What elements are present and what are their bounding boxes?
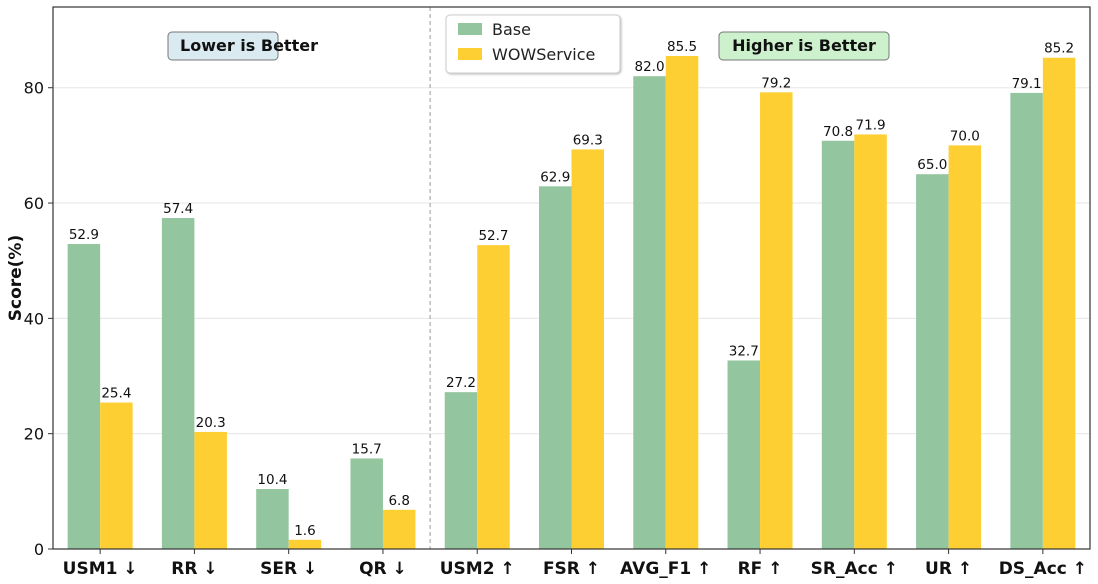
x-tick-label: USM2 ↑ [440, 559, 515, 579]
data-label: 52.7 [478, 228, 508, 244]
data-label: 1.6 [294, 523, 315, 539]
x-tick-label: RF ↑ [738, 559, 783, 579]
bar-base [727, 360, 761, 549]
data-label: 15.7 [352, 441, 382, 457]
legend: Base WOWService [445, 14, 621, 74]
y-tick-label: 40 [24, 309, 44, 328]
bar-wowservice [288, 539, 322, 549]
data-label: 65.0 [917, 157, 947, 173]
data-label: 82.0 [634, 59, 664, 75]
x-tick-label: SER ↓ [260, 559, 317, 579]
data-label: 70.8 [823, 124, 853, 140]
x-tick-label: UR ↑ [925, 559, 972, 579]
data-label: 27.2 [446, 375, 476, 391]
data-label: 62.9 [540, 169, 570, 185]
bar-wowservice [194, 431, 227, 549]
x-tick-label: RR ↓ [171, 559, 217, 579]
data-label: 10.4 [257, 472, 287, 488]
x-tick-label: SR_Acc ↑ [811, 559, 898, 579]
bar-wowservice [665, 56, 699, 549]
data-label: 79.2 [761, 75, 791, 91]
data-label: 69.3 [573, 132, 603, 148]
data-label: 85.5 [667, 39, 697, 55]
bar-base [821, 140, 855, 550]
bar-wowservice [760, 92, 793, 549]
data-label: 20.3 [196, 415, 226, 431]
bar-wowservice [948, 145, 982, 549]
data-labels: 52.9 57.4 10.4 15.7 27.2 62.9 82.0 32.7 70.8 65.0… [69, 39, 1074, 539]
y-axis-label: Score(%) [6, 235, 26, 322]
data-label: 85.2 [1044, 41, 1074, 57]
annotation-higher-is-better: Higher is Better [718, 31, 890, 61]
data-label: 57.4 [163, 201, 193, 217]
bar-base [444, 392, 478, 549]
legend-swatch-base [458, 23, 482, 35]
annotation-lower-is-better: Lower is Better [167, 31, 318, 61]
x-tick-label: AVG_F1 ↑ [620, 559, 711, 579]
x-tick-label: QR ↓ [359, 559, 407, 579]
data-label: 79.1 [1012, 76, 1042, 92]
bar-wowservice [477, 245, 510, 550]
bars [67, 56, 1076, 550]
legend-label-wowservice: WOWService [492, 45, 595, 64]
bar-base [1010, 92, 1043, 549]
bar-base [161, 218, 195, 549]
bar-base [539, 186, 572, 549]
annotation-higher-text: Higher is Better [732, 36, 876, 55]
x-tick-label: FSR ↑ [543, 559, 600, 579]
bar-wowservice [1042, 57, 1076, 550]
y-tick-label: 0 [34, 540, 44, 559]
y-axis: 0 20 40 60 80 [24, 79, 53, 559]
data-label: 25.4 [101, 386, 131, 402]
data-label: 71.9 [856, 117, 886, 133]
annotation-lower-text: Lower is Better [180, 36, 318, 55]
bar-wowservice [382, 509, 416, 549]
x-tick-label: USM1 ↓ [63, 559, 138, 579]
bar-base [916, 174, 949, 549]
x-axis: USM1 ↓ RR ↓ SER ↓ QR ↓ USM2 ↑ FSR ↑ AVG_F1 ↑ RF… [63, 549, 1087, 579]
data-label: 52.9 [69, 227, 99, 243]
y-tick-label: 80 [24, 79, 44, 98]
data-label: 70.0 [950, 128, 980, 144]
bar-base [256, 489, 289, 549]
legend-swatch-wowservice [458, 48, 482, 60]
bar-base [350, 458, 383, 549]
x-tick-label: DS_Acc ↑ [999, 559, 1087, 579]
bar-wowservice [854, 134, 887, 549]
bar-base [633, 76, 666, 549]
bar-wowservice [571, 149, 604, 550]
data-label: 6.8 [388, 493, 409, 509]
bar-wowservice [100, 402, 133, 549]
bar-base [67, 243, 101, 550]
y-tick-label: 60 [24, 194, 44, 213]
legend-label-base: Base [492, 20, 531, 39]
y-tick-label: 20 [24, 425, 44, 444]
data-label: 32.7 [729, 343, 759, 359]
